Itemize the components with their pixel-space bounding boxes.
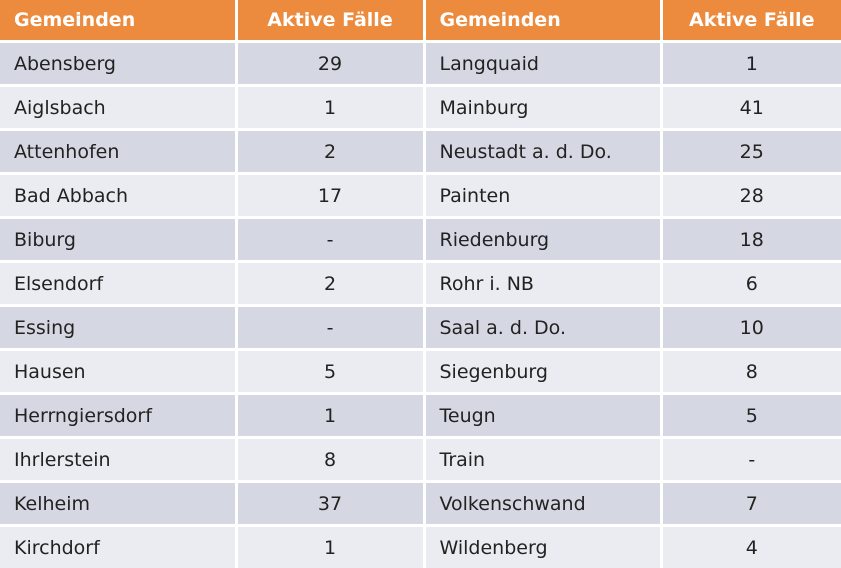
active-cases-left-cell: 5 xyxy=(236,350,424,394)
municipality-right-cell: Langquaid xyxy=(424,42,661,86)
municipality-left-cell: Biburg xyxy=(0,218,236,262)
table-header: Gemeinden Aktive Fälle Gemeinden Aktive … xyxy=(0,0,841,42)
municipality-right-cell: Wildenberg xyxy=(424,526,661,568)
municipality-left-cell: Aiglsbach xyxy=(0,86,236,130)
active-cases-left-cell: 37 xyxy=(236,482,424,526)
active-cases-left-cell: 1 xyxy=(236,86,424,130)
municipality-right-cell: Train xyxy=(424,438,661,482)
municipality-left-cell: Hausen xyxy=(0,350,236,394)
municipality-left-cell: Essing xyxy=(0,306,236,350)
active-cases-right-cell: 5 xyxy=(661,394,841,438)
municipality-right-cell: Mainburg xyxy=(424,86,661,130)
active-cases-right-cell: 7 xyxy=(661,482,841,526)
active-cases-right-cell: 28 xyxy=(661,174,841,218)
municipality-left-cell: Ihrlerstein xyxy=(0,438,236,482)
municipality-left-cell: Attenhofen xyxy=(0,130,236,174)
active-cases-left-cell: 1 xyxy=(236,394,424,438)
active-cases-right-cell: 41 xyxy=(661,86,841,130)
municipality-right-cell: Painten xyxy=(424,174,661,218)
active-cases-left-cell: 29 xyxy=(236,42,424,86)
header-active-cases-left: Aktive Fälle xyxy=(236,0,424,42)
active-cases-right-cell: - xyxy=(661,438,841,482)
active-cases-left-cell: - xyxy=(236,306,424,350)
active-cases-right-cell: 10 xyxy=(661,306,841,350)
active-cases-left-cell: 17 xyxy=(236,174,424,218)
municipality-right-cell: Teugn xyxy=(424,394,661,438)
municipality-right-cell: Saal a. d. Do. xyxy=(424,306,661,350)
active-cases-left-cell: 1 xyxy=(236,526,424,568)
municipality-right-cell: Riedenburg xyxy=(424,218,661,262)
municipality-left-cell: Elsendorf xyxy=(0,262,236,306)
active-cases-left-cell: 2 xyxy=(236,130,424,174)
municipality-right-cell: Volkenschwand xyxy=(424,482,661,526)
municipality-right-cell: Neustadt a. d. Do. xyxy=(424,130,661,174)
active-cases-right-cell: 8 xyxy=(661,350,841,394)
active-cases-right-cell: 25 xyxy=(661,130,841,174)
header-municipality-left: Gemeinden xyxy=(0,0,236,42)
header-municipality-right: Gemeinden xyxy=(424,0,661,42)
municipality-right-cell: Siegenburg xyxy=(424,350,661,394)
municipality-left-cell: Kirchdorf xyxy=(0,526,236,568)
municipality-left-cell: Bad Abbach xyxy=(0,174,236,218)
active-cases-right-cell: 18 xyxy=(661,218,841,262)
active-cases-left-cell: 8 xyxy=(236,438,424,482)
municipality-left-cell: Abensberg xyxy=(0,42,236,86)
active-cases-right-cell: 1 xyxy=(661,42,841,86)
header-row: Gemeinden Aktive Fälle Gemeinden Aktive … xyxy=(0,0,841,42)
municipality-left-cell: Kelheim xyxy=(0,482,236,526)
active-cases-right-cell: 4 xyxy=(661,526,841,568)
municipality-left-cell: Herrngiersdorf xyxy=(0,394,236,438)
header-active-cases-right: Aktive Fälle xyxy=(661,0,841,42)
active-cases-left-cell: 2 xyxy=(236,262,424,306)
active-cases-right-cell: 6 xyxy=(661,262,841,306)
municipality-right-cell: Rohr i. NB xyxy=(424,262,661,306)
active-cases-left-cell: - xyxy=(236,218,424,262)
table-row: Essing-Saal a. d. Do.10 xyxy=(0,306,841,350)
